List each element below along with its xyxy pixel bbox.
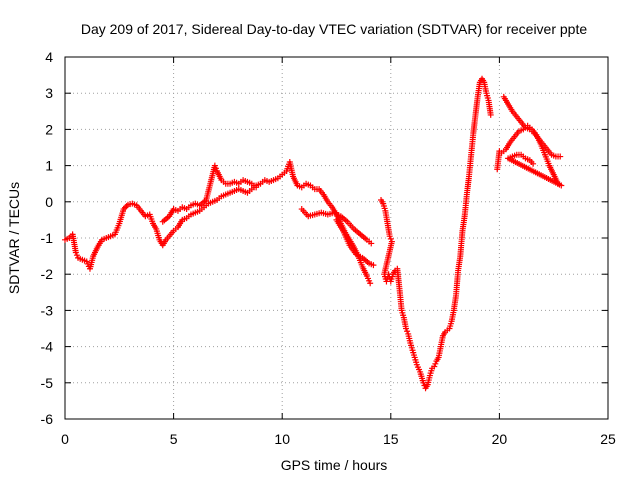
- series-lower-branch: [298, 206, 375, 247]
- grid-lines: [65, 57, 608, 419]
- y-tick-label: -5: [41, 375, 54, 391]
- y-tick-label: -1: [41, 230, 54, 246]
- x-tick-label: 5: [170, 431, 178, 447]
- y-axis: -6 -5 -4 -3 -2 -1 0 1 2 3 4: [41, 49, 608, 427]
- data-point: [387, 235, 394, 242]
- data-point: [432, 360, 439, 367]
- y-tick-label: 3: [45, 85, 53, 101]
- y-tick-label: 4: [45, 49, 53, 65]
- chart-title: Day 209 of 2017, Sidereal Day-to-day VTE…: [81, 21, 588, 37]
- y-tick-label: 2: [45, 121, 53, 137]
- y-tick-label: -2: [41, 266, 54, 282]
- x-tick-label: 20: [492, 431, 508, 447]
- data-point: [370, 262, 377, 269]
- series-night-segment: [378, 75, 494, 392]
- y-axis-label: SDTVAR / TECUs: [6, 182, 22, 294]
- x-tick-label: 15: [383, 431, 399, 447]
- x-tick-label: 10: [274, 431, 290, 447]
- y-tick-label: 1: [45, 158, 53, 174]
- series-middle-branch: [333, 216, 377, 269]
- y-tick-label: -6: [41, 411, 54, 427]
- data-point: [403, 325, 410, 332]
- data-point: [431, 363, 438, 370]
- series-upper-branch: [159, 162, 260, 225]
- y-tick-label: -4: [41, 339, 54, 355]
- x-tick-label: 0: [61, 431, 69, 447]
- data-point: [211, 162, 218, 169]
- data-point: [72, 249, 79, 256]
- data-point: [367, 280, 374, 287]
- data-point: [404, 328, 411, 335]
- x-axis: 0 5 10 15 20 25: [61, 57, 616, 447]
- y-tick-label: -3: [41, 302, 54, 318]
- series-late-lower: [494, 122, 565, 189]
- x-axis-label: GPS time / hours: [281, 457, 388, 473]
- data-point: [487, 111, 494, 118]
- y-tick-label: 0: [45, 194, 53, 210]
- data-point: [557, 153, 564, 160]
- data-series: [62, 75, 565, 392]
- data-point: [73, 252, 80, 259]
- data-point: [368, 240, 375, 247]
- data-point: [386, 233, 393, 240]
- data-point: [212, 165, 219, 172]
- x-tick-label: 25: [600, 431, 616, 447]
- data-point: [530, 160, 537, 167]
- data-point: [253, 184, 260, 191]
